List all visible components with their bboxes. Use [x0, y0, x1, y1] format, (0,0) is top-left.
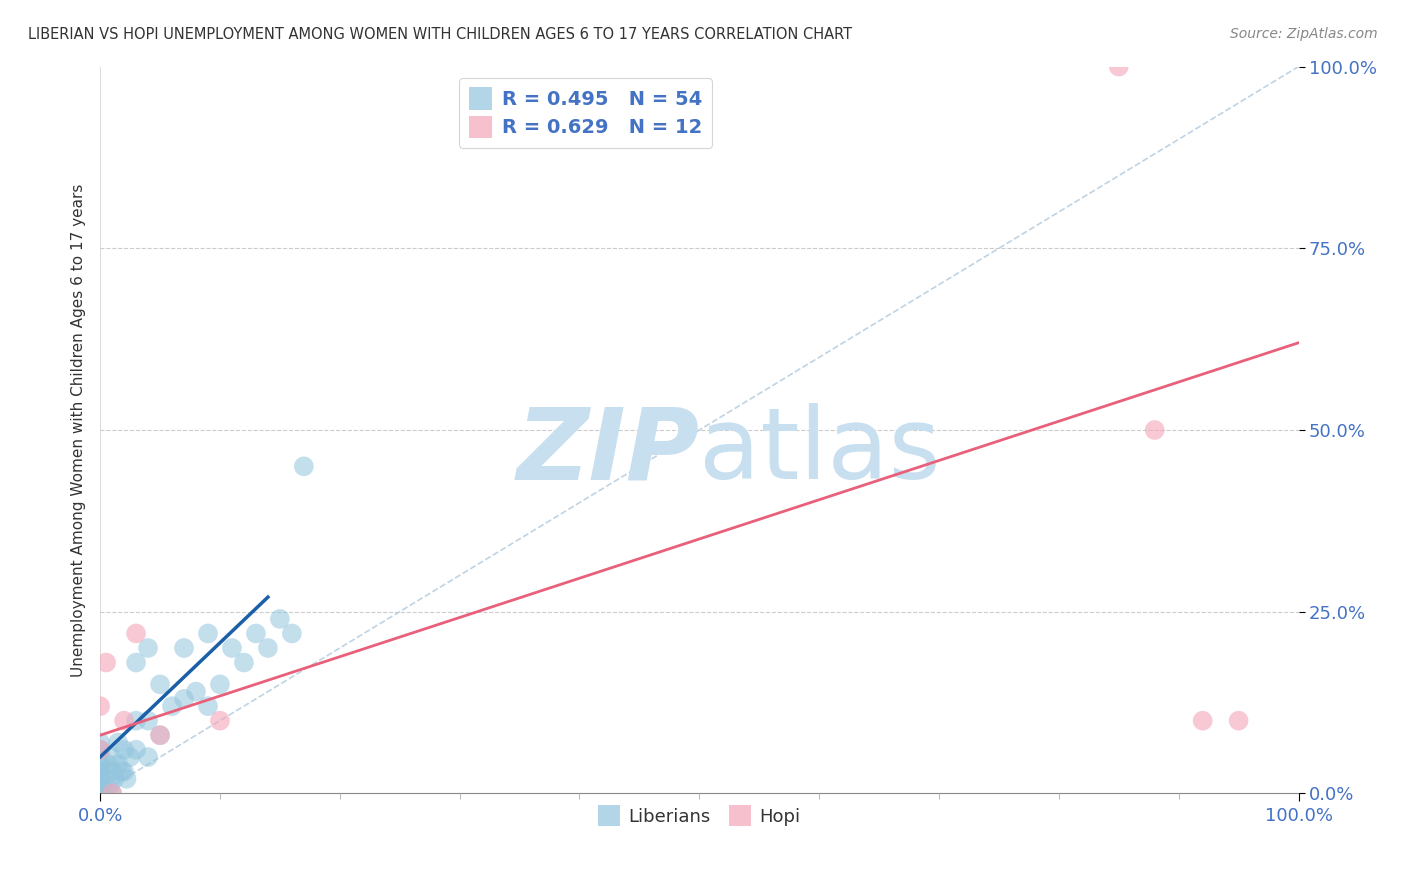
Point: [173, 640, 195, 655]
Point: [89, 786, 111, 800]
Point: [112, 714, 135, 728]
Text: ZIP: ZIP: [516, 403, 699, 500]
Point: [292, 459, 315, 474]
Point: [184, 684, 207, 698]
Point: [89, 786, 111, 800]
Point: [269, 612, 291, 626]
Point: [208, 677, 231, 691]
Point: [89, 786, 111, 800]
Point: [89, 764, 111, 779]
Text: Source: ZipAtlas.com: Source: ZipAtlas.com: [1230, 27, 1378, 41]
Point: [101, 750, 124, 764]
Point: [120, 750, 142, 764]
Text: atlas: atlas: [699, 403, 941, 500]
Point: [136, 714, 159, 728]
Point: [89, 772, 111, 786]
Point: [173, 691, 195, 706]
Point: [89, 764, 111, 779]
Point: [89, 743, 111, 757]
Point: [101, 764, 124, 779]
Point: [149, 728, 172, 742]
Point: [208, 714, 231, 728]
Point: [89, 750, 111, 764]
Point: [89, 786, 111, 800]
Point: [111, 764, 134, 779]
Point: [136, 750, 159, 764]
Point: [197, 626, 219, 640]
Point: [101, 786, 124, 800]
Point: [1191, 714, 1213, 728]
Point: [115, 772, 138, 786]
Point: [112, 743, 135, 757]
Point: [112, 764, 135, 779]
Point: [232, 656, 254, 670]
Point: [221, 640, 243, 655]
Point: [89, 779, 111, 793]
Point: [89, 743, 111, 757]
Point: [89, 786, 111, 800]
Point: [94, 772, 117, 786]
Point: [89, 786, 111, 800]
Point: [97, 757, 120, 772]
Point: [125, 743, 148, 757]
Point: [103, 772, 125, 786]
Point: [89, 757, 111, 772]
Y-axis label: Unemployment Among Women with Children Ages 6 to 17 years: Unemployment Among Women with Children A…: [72, 183, 86, 677]
Point: [94, 786, 117, 800]
Point: [89, 779, 111, 793]
Point: [101, 786, 124, 800]
Point: [149, 728, 172, 742]
Point: [89, 786, 111, 800]
Text: LIBERIAN VS HOPI UNEMPLOYMENT AMONG WOMEN WITH CHILDREN AGES 6 TO 17 YEARS CORRE: LIBERIAN VS HOPI UNEMPLOYMENT AMONG WOME…: [28, 27, 852, 42]
Point: [107, 735, 129, 749]
Point: [1108, 60, 1130, 74]
Point: [89, 699, 111, 714]
Point: [281, 626, 304, 640]
Point: [125, 626, 148, 640]
Point: [136, 640, 159, 655]
Point: [197, 699, 219, 714]
Point: [125, 714, 148, 728]
Point: [245, 626, 267, 640]
Point: [1227, 714, 1250, 728]
Point: [257, 640, 280, 655]
Point: [149, 677, 172, 691]
Legend: Liberians, Hopi: Liberians, Hopi: [589, 797, 810, 835]
Point: [98, 779, 121, 793]
Point: [94, 656, 117, 670]
Point: [125, 656, 148, 670]
Point: [107, 757, 129, 772]
Point: [1143, 423, 1166, 437]
Point: [89, 735, 111, 749]
Point: [160, 699, 183, 714]
Point: [89, 772, 111, 786]
